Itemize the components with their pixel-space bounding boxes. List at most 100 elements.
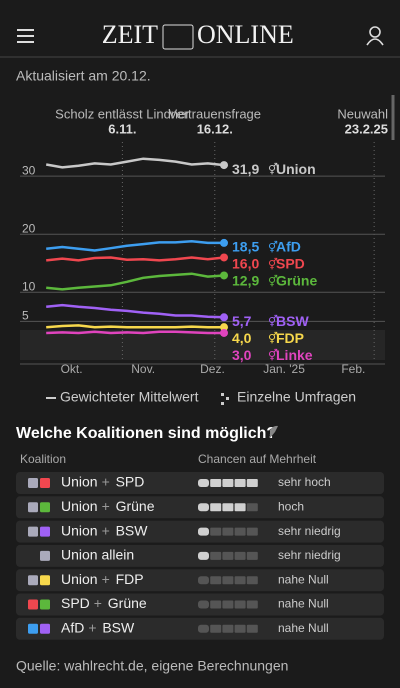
end-value: 16,0 xyxy=(232,256,259,272)
end-point xyxy=(220,323,229,332)
end-point xyxy=(220,328,229,337)
chance-segment xyxy=(210,600,222,609)
end-name: FDP xyxy=(276,330,304,346)
separator: + xyxy=(102,474,110,490)
series-line xyxy=(46,272,225,291)
chance-segment xyxy=(246,600,258,609)
end-name: SPD xyxy=(276,256,305,272)
chance-segment xyxy=(222,576,234,585)
end-point xyxy=(220,161,229,170)
end-value: 12,9 xyxy=(232,273,259,289)
legend-dot-icon xyxy=(226,397,229,400)
series-line xyxy=(45,157,225,169)
x-tick-label: Okt. xyxy=(61,362,83,376)
chance-segment xyxy=(210,527,222,536)
party-swatch xyxy=(28,502,38,513)
chance-segment xyxy=(210,551,222,560)
section-icon xyxy=(270,425,278,438)
separator: + xyxy=(102,571,110,587)
chance-label: hoch xyxy=(278,499,304,513)
end-name: Union xyxy=(276,161,316,177)
chance-segment xyxy=(210,479,222,487)
party-name: SPD xyxy=(116,474,145,490)
end-icon: ⚥ xyxy=(268,331,278,345)
party-name: Union xyxy=(61,571,98,587)
chance-segment xyxy=(198,551,209,560)
chance-label: nahe Null xyxy=(278,597,329,611)
table-header: Chancen auf Mehrheit xyxy=(198,452,317,466)
chance-segment xyxy=(198,479,209,487)
chance-segment xyxy=(234,600,246,609)
logo[interactable]: ZEIT xyxy=(102,20,158,49)
chance-segment xyxy=(198,503,209,512)
chance-segment xyxy=(246,503,258,512)
series-line xyxy=(46,239,224,252)
party-swatch xyxy=(40,478,50,488)
event-date: 16.12. xyxy=(197,121,233,136)
table-header: Koalition xyxy=(20,452,66,466)
party-swatch xyxy=(28,575,38,586)
y-tick-label: 5 xyxy=(22,309,29,323)
party-name: Grüne xyxy=(108,595,147,611)
user-button[interactable] xyxy=(366,26,384,46)
end-icon: ⚥ xyxy=(268,274,278,288)
party-swatch xyxy=(28,599,38,610)
party-name: AfD xyxy=(61,620,84,636)
end-name: Grüne xyxy=(276,273,317,289)
y-tick-label: 20 xyxy=(22,221,36,235)
chance-segment xyxy=(198,600,209,609)
end-value: 3,0 xyxy=(232,347,252,363)
threshold-band xyxy=(20,330,385,360)
chance-segment xyxy=(246,551,258,560)
chance-label: sehr hoch xyxy=(278,475,331,489)
y-tick-label: 30 xyxy=(22,163,36,177)
chance-segment xyxy=(210,624,222,633)
party-swatch xyxy=(28,526,38,537)
party-swatch xyxy=(40,599,50,610)
party-swatch xyxy=(28,623,38,634)
end-point xyxy=(220,238,229,247)
party-name: Grüne xyxy=(116,498,155,514)
party-name: SPD xyxy=(61,595,90,611)
chance-segment xyxy=(222,527,234,536)
chance-segment xyxy=(246,527,258,536)
party-swatch xyxy=(40,502,50,513)
end-icon: ⚥ xyxy=(268,240,278,254)
series-line xyxy=(46,324,224,329)
end-name: AfD xyxy=(276,239,301,255)
party-name: Union xyxy=(61,474,98,490)
chance-label: sehr niedrig xyxy=(278,548,341,562)
logo[interactable]: ONLINE xyxy=(197,20,294,49)
end-point xyxy=(220,253,229,262)
end-icon: ⚥ xyxy=(268,348,278,362)
updated: Aktualisiert am 20.12. xyxy=(16,68,151,84)
chance-segment xyxy=(198,527,209,536)
menu-button[interactable] xyxy=(17,29,34,43)
party-name: Union xyxy=(61,522,98,538)
separator: + xyxy=(102,522,110,538)
event-date: 6.11. xyxy=(108,121,136,136)
legend-label: Einzelne Umfragen xyxy=(237,389,356,405)
x-tick-label: Jan. '25 xyxy=(263,362,305,376)
end-name: Linke xyxy=(276,347,313,363)
chance-segment xyxy=(222,479,234,487)
chance-segment xyxy=(234,479,246,487)
event-date: 23.2.25 xyxy=(345,121,388,136)
party-swatch xyxy=(40,526,50,537)
party-name: Union xyxy=(61,498,98,514)
chance-segment xyxy=(210,503,222,512)
logo-emblem xyxy=(162,24,194,50)
end-point xyxy=(220,313,229,322)
chance-label: nahe Null xyxy=(278,572,329,586)
end-value: 18,5 xyxy=(232,239,259,255)
chance-segment xyxy=(222,624,234,633)
separator: + xyxy=(102,498,110,514)
party-swatch xyxy=(28,478,38,488)
separator: + xyxy=(88,620,96,636)
chance-segment xyxy=(246,479,258,487)
x-tick-label: Nov. xyxy=(131,362,155,376)
chance-segment xyxy=(210,576,222,585)
series-line xyxy=(46,303,225,319)
